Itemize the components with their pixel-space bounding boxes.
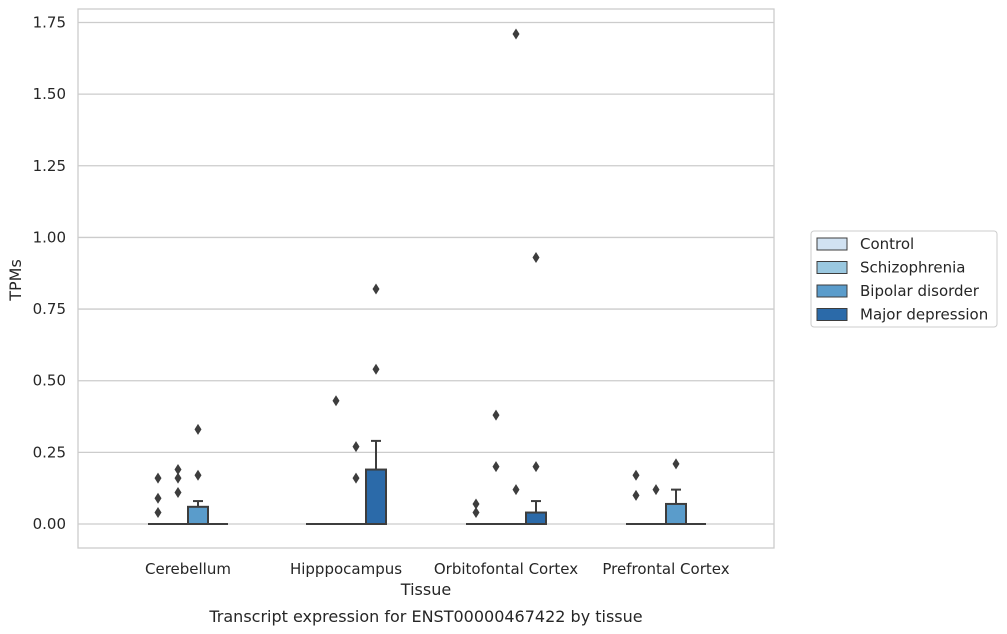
x-axis-ticks: Cerebellum Hipppocampus Orbitofontal Corte… [145, 560, 730, 578]
box-group [626, 469, 646, 525]
box-group [187, 423, 209, 526]
outlier-point [472, 498, 480, 510]
outlier-point [352, 472, 360, 484]
box-group [148, 472, 168, 525]
box-group [506, 28, 526, 525]
box [187, 505, 209, 526]
box-group [646, 484, 666, 525]
x-tick-label: Orbitofontal Cortex [434, 560, 578, 578]
y-axis-ticks: 0.00 0.25 0.50 0.75 1.00 1.25 1.50 1.75 [33, 14, 66, 534]
y-tick-label: 0.75 [33, 300, 66, 318]
outlier-point [154, 507, 162, 519]
legend-label: Schizophrenia [860, 259, 965, 277]
x-tick-label: Hipppocampus [290, 560, 402, 578]
y-tick-label: 1.25 [33, 157, 66, 175]
outlier-point [652, 484, 660, 496]
box-group [365, 283, 387, 525]
outlier-point [632, 489, 640, 501]
legend-label: Major depression [860, 306, 988, 324]
outlier-point [532, 251, 540, 263]
legend-label: Bipolar disorder [860, 282, 980, 300]
box-group [665, 458, 687, 526]
legend-swatch [816, 237, 848, 251]
y-tick-label: 0.25 [33, 443, 66, 461]
outlier-point [174, 486, 182, 498]
legend-swatch [816, 284, 848, 298]
box-group [346, 441, 366, 525]
outlier-point [174, 472, 182, 484]
gridlines [78, 21, 774, 525]
box-group [326, 395, 346, 525]
x-axis-label: Tissue [400, 580, 451, 599]
outlier-point [194, 469, 202, 481]
outlier-point [174, 464, 182, 476]
legend-frame [810, 230, 998, 328]
y-tick-label: 1.00 [33, 228, 66, 246]
y-tick-label: 0.50 [33, 372, 66, 390]
box-group [466, 498, 486, 525]
box [525, 511, 547, 526]
y-axis-label: TPMs [6, 259, 25, 302]
outlier-point [492, 461, 500, 473]
outlier-point [632, 469, 640, 481]
outlier-point [492, 409, 500, 421]
y-tick-label: 1.50 [33, 85, 66, 103]
outlier-point [512, 484, 520, 496]
outlier-point [194, 423, 202, 435]
chart-caption: Transcript expression for ENST0000046742… [208, 607, 642, 626]
plot-frame [77, 8, 775, 549]
box [665, 502, 687, 526]
outlier-point [332, 395, 340, 407]
outlier-point [672, 458, 680, 470]
outlier-point [512, 28, 520, 40]
box [365, 468, 387, 525]
outlier-point [154, 472, 162, 484]
outlier-point [154, 492, 162, 504]
box-marks [148, 28, 706, 526]
box-group [168, 464, 188, 525]
x-tick-label: Cerebellum [145, 560, 231, 578]
legend-swatch [816, 308, 848, 321]
y-tick-label: 1.75 [33, 14, 66, 32]
outlier-point [352, 441, 360, 453]
box-group [525, 251, 547, 526]
outlier-point [532, 461, 540, 473]
legend-label: Control [860, 235, 914, 253]
x-tick-label: Prefrontal Cortex [602, 560, 729, 578]
legend-swatch [816, 261, 848, 274]
outlier-point [472, 507, 480, 519]
outlier-point [372, 363, 380, 375]
outlier-point [372, 283, 380, 295]
y-tick-label: 0.00 [33, 515, 66, 533]
legend: Control Schizophrenia Bipolar disorder Majo… [810, 230, 998, 328]
box-group [486, 409, 506, 525]
